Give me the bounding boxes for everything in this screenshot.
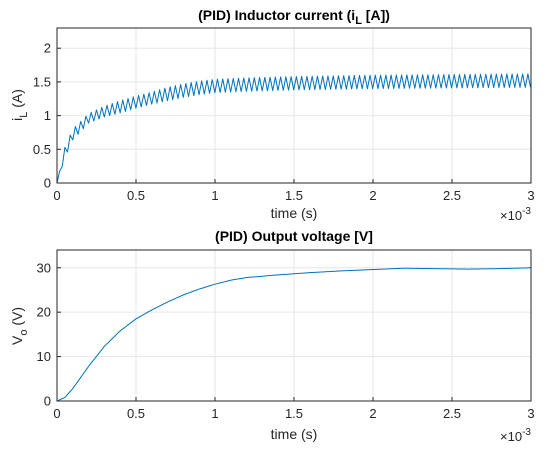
chart1-xlabel: time (s) [271,205,318,221]
chart2-series [56,267,532,402]
inductor-current-chart: (PID) Inductor current (iL [A]) 0 0.5 1 1.5… [9,7,535,223]
chart2-xtick-label: 2 [369,406,376,421]
chart2-xtick-label: 1.5 [285,406,303,421]
chart2-xtick-label: 0.5 [127,406,145,421]
chart2-ytick-label: 20 [37,305,51,320]
chart2-xexponent: ×10-3 [500,427,531,444]
output-voltage-chart: (PID) Output voltage [V] 0 0.5 1 1.5 2 2.5 301… [9,228,535,444]
chart2-xtick-label: 1 [211,406,218,421]
chart2-xlabel: time (s) [271,426,318,442]
chart1-xexponent: ×10-3 [500,206,531,223]
chart1-title: (PID) Inductor current (iL [A]) [198,7,390,27]
chart2-xtick-label: 0 [53,406,60,421]
chart1-ytick-label: 1.5 [33,74,51,89]
chart2-series-line [56,267,532,402]
chart2-ytick-label: 0 [44,394,51,409]
chart1-series-line [56,73,532,184]
chart1-ytick-label: 1 [44,108,51,123]
chart1-xtick-label: 1.5 [285,188,303,203]
chart1-ytick-label: 2 [44,41,51,56]
chart1-xtick-label: 2 [369,188,376,203]
chart1-xtick-label: 0 [53,188,60,203]
chart2-ytick-label: 30 [37,260,51,275]
chart1-series [56,73,532,184]
chart1-ytick-label: 0.5 [33,142,51,157]
chart1-ytick-label: 0 [44,176,51,191]
chart2-ylabel: Vo (V) [9,307,30,345]
chart2-xtick-label: 3 [527,406,534,421]
chart1-xtick-label: 3 [527,188,534,203]
chart1-tick-labels: 0 0.5 1 1.5 2 2.5 3 0 0.5 1 1.5 2 [33,41,535,203]
chart1-xtick-label: 2.5 [443,188,461,203]
chart2-title: (PID) Output voltage [V] [215,228,373,244]
chart1-xtick-label: 1 [211,188,218,203]
chart1-xtick-label: 0.5 [127,188,145,203]
chart1-ylabel: iL (A) [9,89,30,121]
chart2-ytick-label: 10 [37,349,51,364]
chart2-xtick-label: 2.5 [443,406,461,421]
